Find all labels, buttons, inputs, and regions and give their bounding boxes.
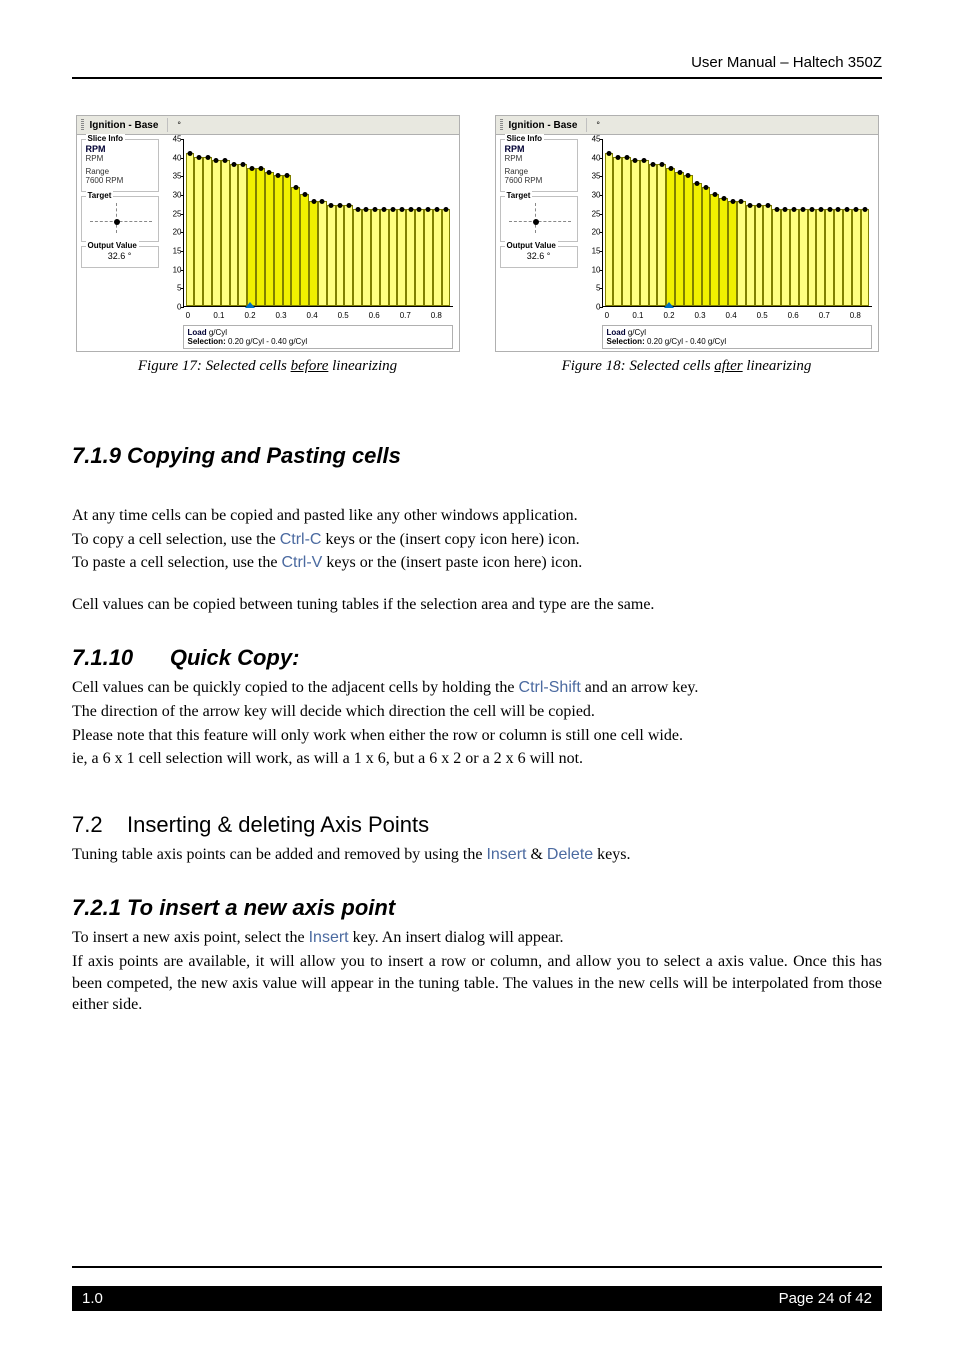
heading-721: 7.2.1 To insert a new axis point — [72, 895, 882, 921]
heading-719: 7.1.9 Copying and Pasting cells — [72, 443, 882, 469]
footer-left: 1.0 — [82, 1290, 103, 1307]
chart-before: Ignition - Base°Slice InfoRPMRPMRange760… — [76, 115, 460, 352]
p-721-2: If axis points are available, it will al… — [72, 951, 882, 1016]
heading-72: 7.2 Inserting & deleting Axis Points — [72, 812, 882, 838]
page-footer: 1.0 Page 24 of 42 — [72, 1286, 882, 1311]
footer-right: Page 24 of 42 — [779, 1290, 872, 1307]
heading-7110: 7.1.10 Quick Copy: — [72, 645, 882, 671]
p-7110-4: ie, a 6 x 1 cell selection will work, as… — [72, 748, 882, 770]
p-719-1: At any time cells can be copied and past… — [72, 505, 882, 527]
p-719-3: To paste a cell selection, use the Ctrl-… — [72, 552, 882, 574]
chart-after: Ignition - Base°Slice InfoRPMRPMRange760… — [495, 115, 879, 352]
p-7110-1: Cell values can be quickly copied to the… — [72, 677, 882, 699]
caption-before: Figure 17: Selected cells before lineari… — [138, 358, 397, 375]
p-719-4: Cell values can be copied between tuning… — [72, 594, 882, 616]
p-7110-3: Please note that this feature will only … — [72, 725, 882, 747]
footer-rule — [72, 1266, 882, 1268]
page-header: User Manual – Haltech 350Z — [72, 54, 882, 79]
p-7110-2: The direction of the arrow key will deci… — [72, 701, 882, 723]
p-721-1: To insert a new axis point, select the I… — [72, 927, 882, 949]
p-72-1: Tuning table axis points can be added an… — [72, 844, 882, 866]
p-719-2: To copy a cell selection, use the Ctrl-C… — [72, 529, 882, 551]
charts-row: Ignition - Base°Slice InfoRPMRPMRange760… — [72, 115, 882, 375]
caption-after: Figure 18: Selected cells after lineariz… — [562, 358, 812, 375]
